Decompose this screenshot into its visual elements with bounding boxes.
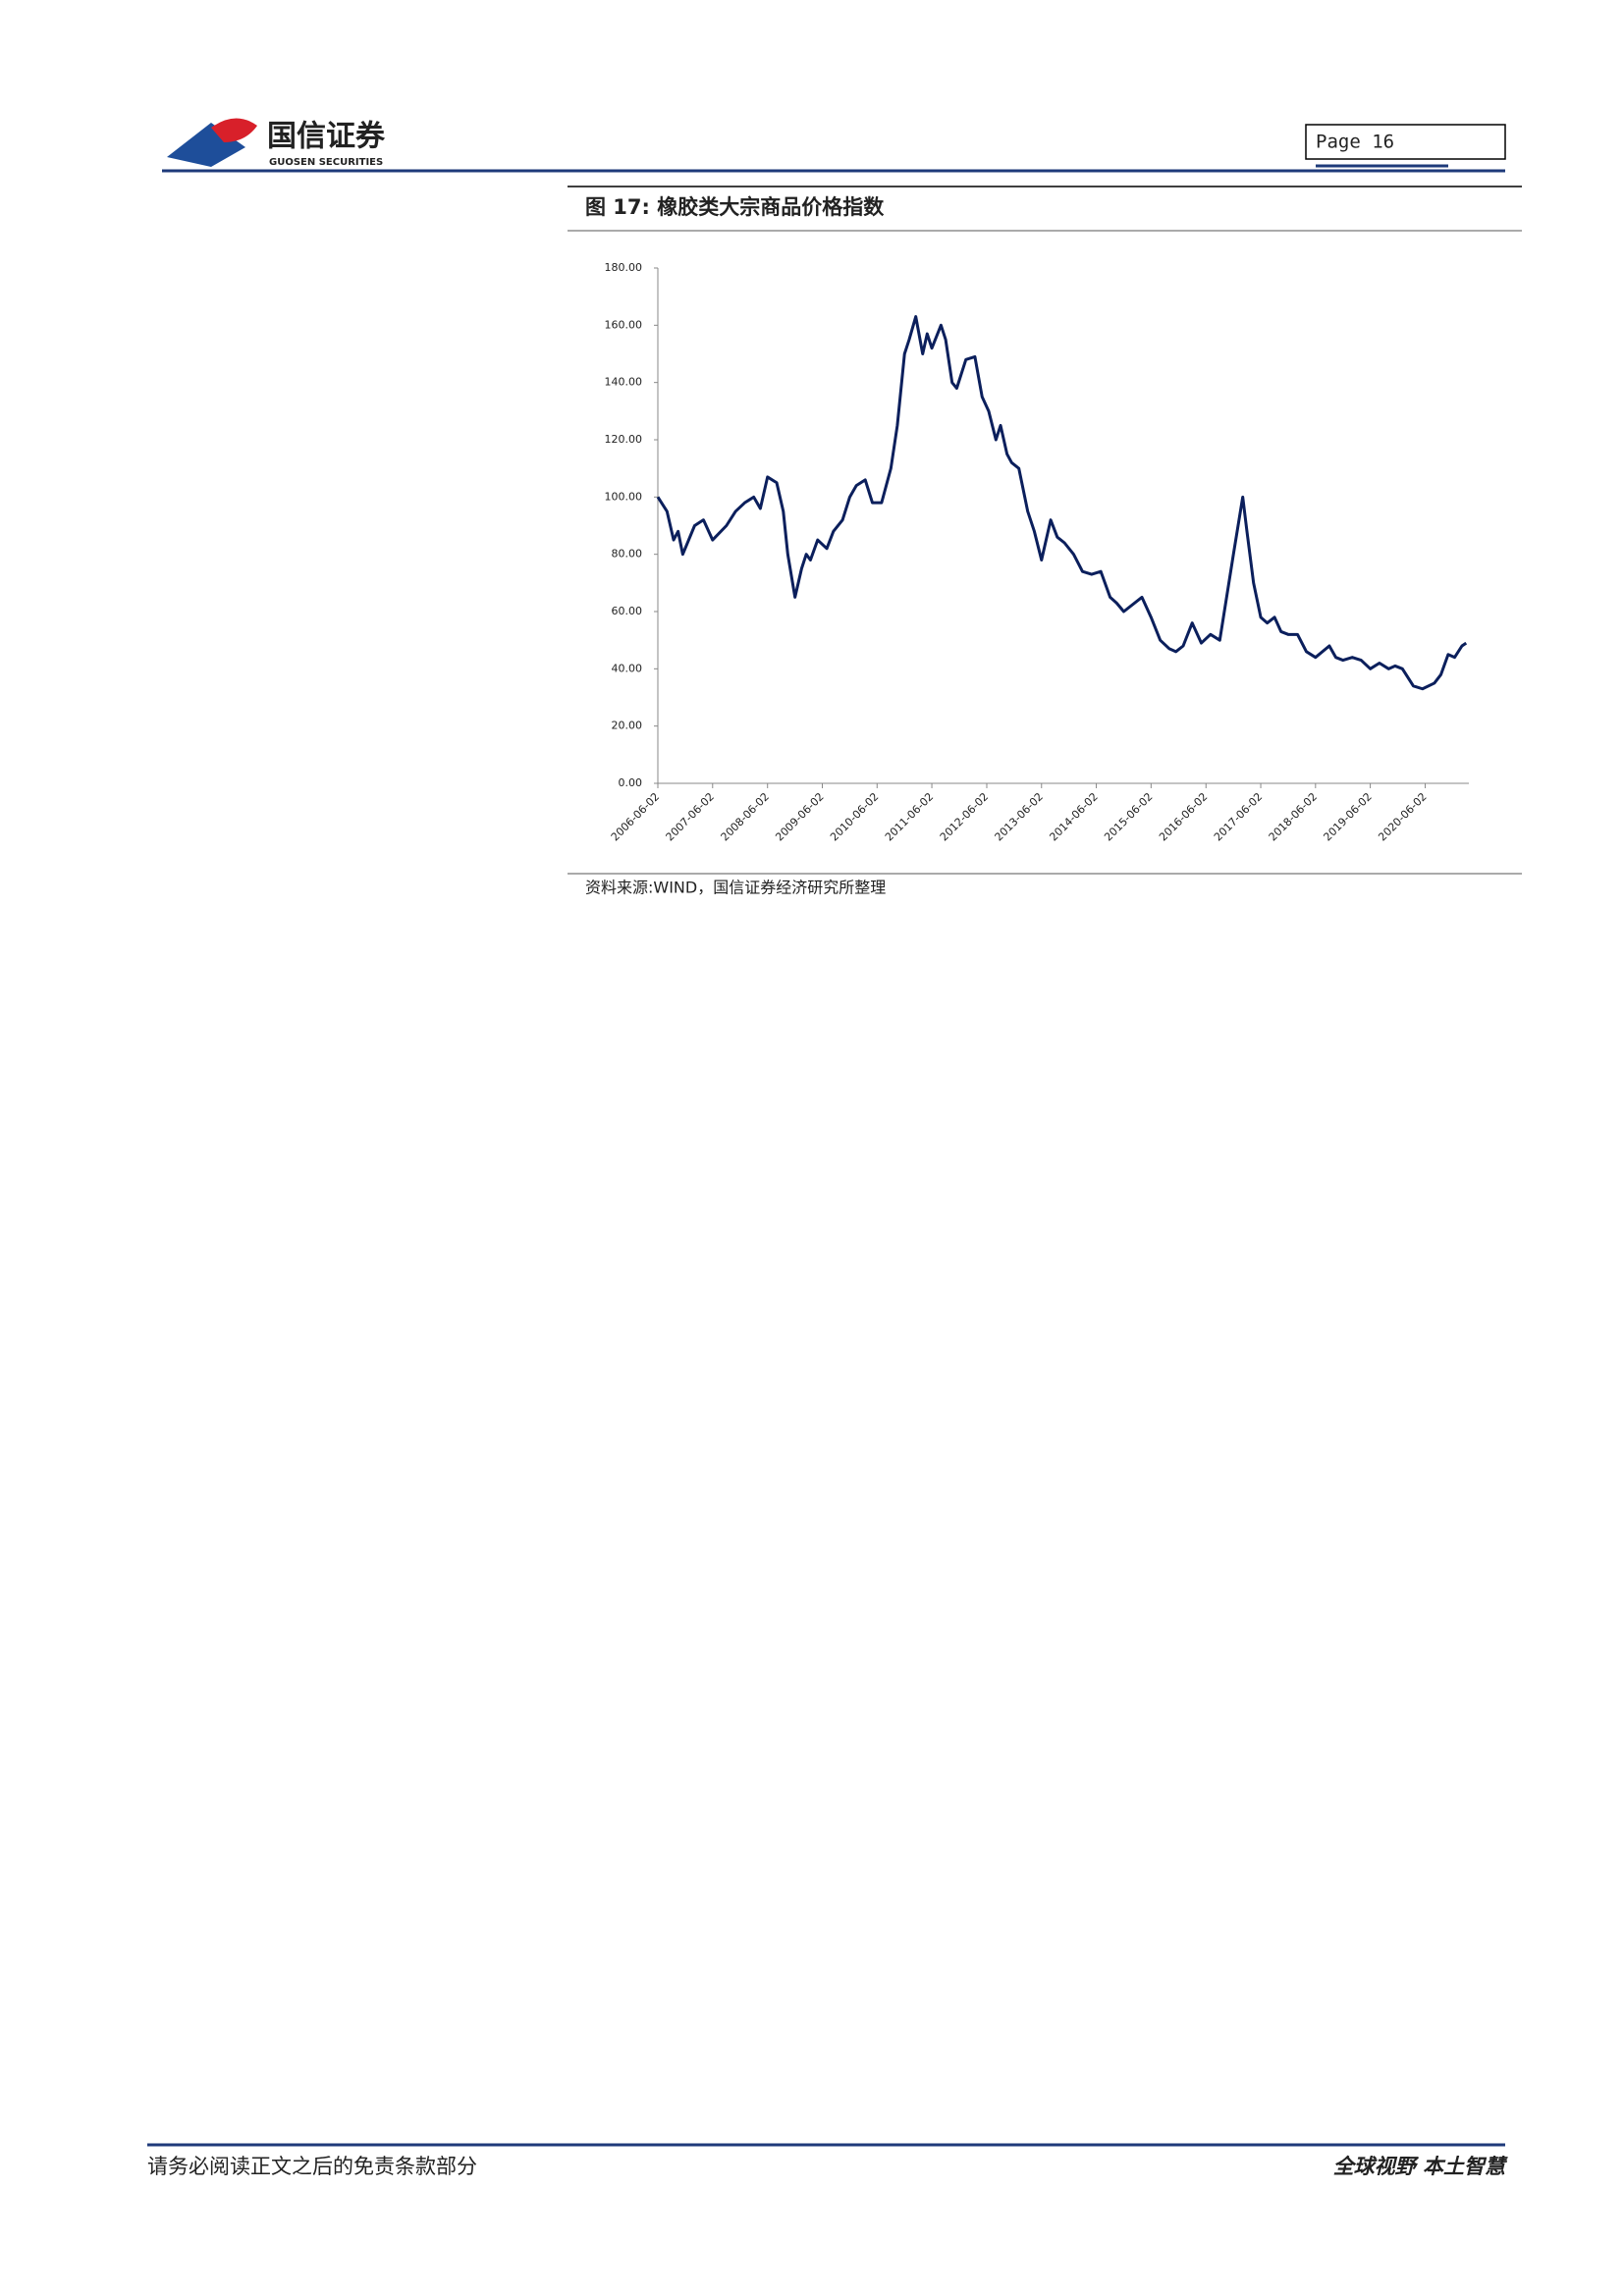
x-tick-label: 2007-06-02 xyxy=(664,790,717,843)
y-tick-label: 180.00 xyxy=(605,261,643,274)
x-tick-label: 2010-06-02 xyxy=(828,790,881,843)
y-tick-label: 140.00 xyxy=(605,376,643,389)
x-tick-label: 2013-06-02 xyxy=(993,790,1046,843)
x-tick-label: 2020-06-02 xyxy=(1376,790,1429,843)
x-tick-label: 2008-06-02 xyxy=(719,790,772,843)
line-series xyxy=(656,315,1468,691)
x-tick-label: 2009-06-02 xyxy=(773,790,826,843)
logo: 国信证券 GUOSEN SECURITIES xyxy=(167,118,386,168)
footer-left: 请务必阅读正文之后的免责条款部分 xyxy=(147,2155,477,2178)
y-tick-label: 60.00 xyxy=(612,605,643,617)
y-tick-label: 100.00 xyxy=(605,490,643,503)
y-tick-label: 80.00 xyxy=(612,548,643,561)
x-tick-label: 2015-06-02 xyxy=(1102,790,1155,843)
source-note: 资料来源:WIND，国信证券经济研究所整理 xyxy=(585,879,886,897)
x-tick-label: 2019-06-02 xyxy=(1321,790,1374,843)
company-name: 国信证券 xyxy=(267,120,386,154)
x-tick-label: 2011-06-02 xyxy=(883,790,936,843)
x-tick-label: 2006-06-02 xyxy=(609,790,662,843)
chart: 0.00 20.00 40.00 60.00 80.00 100.00 120.00 140.… xyxy=(605,261,1469,843)
y-tick-label: 160.00 xyxy=(605,318,643,331)
page-box xyxy=(1305,124,1506,160)
y-tick-label: 120.00 xyxy=(605,433,643,446)
y-tick-label: 40.00 xyxy=(612,662,643,674)
x-tick-label: 2016-06-02 xyxy=(1157,790,1210,843)
y-tick-label: 20.00 xyxy=(612,720,643,732)
logo-shape xyxy=(211,118,257,142)
x-tick-label: 2014-06-02 xyxy=(1047,790,1100,843)
x-tick-label: 2012-06-02 xyxy=(938,790,991,843)
x-tick-label: 2018-06-02 xyxy=(1267,790,1320,843)
page-number: Page 16 xyxy=(1316,132,1394,153)
x-tick-label: 2017-06-02 xyxy=(1212,790,1265,843)
company-name-en: GUOSEN SECURITIES xyxy=(269,157,383,168)
footer-right: 全球视野 本土智慧 xyxy=(1333,2155,1508,2178)
y-tick-label: 0.00 xyxy=(619,776,643,789)
figure-title: 图 17: 橡胶类大宗商品价格指数 xyxy=(585,195,885,219)
